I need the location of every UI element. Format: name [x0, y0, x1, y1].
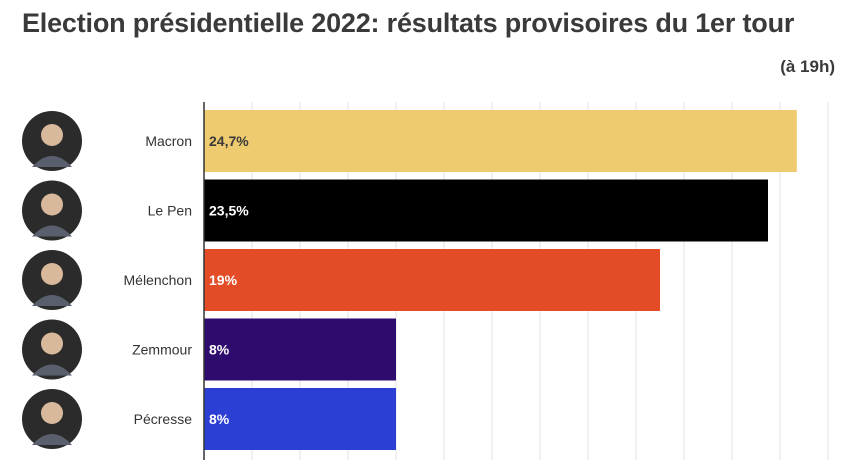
candidate-avatar-face — [41, 332, 63, 355]
bar-0 — [204, 110, 797, 172]
value-label: 23,5% — [209, 203, 249, 219]
bar-2 — [204, 249, 660, 311]
bar-3 — [204, 318, 396, 381]
category-label: Mélenchon — [124, 272, 193, 288]
candidate-avatar-face — [41, 124, 63, 146]
category-label: Pécresse — [134, 411, 193, 427]
candidate-avatar-face — [41, 402, 63, 424]
value-label: 8% — [209, 342, 230, 358]
chart-subtitle: (à 19h) — [780, 57, 835, 76]
candidate-avatar-face — [41, 263, 63, 285]
bar-4 — [204, 388, 396, 450]
candidate-avatar-shoulders — [32, 295, 72, 306]
category-label: Macron — [145, 133, 192, 149]
candidate-avatar-face — [41, 193, 63, 216]
candidate-avatar-shoulders — [32, 364, 72, 376]
category-label: Zemmour — [132, 342, 192, 358]
value-label: 19% — [209, 272, 238, 288]
candidate-avatar-shoulders — [32, 156, 72, 167]
category-label: Le Pen — [148, 203, 192, 219]
value-label: 8% — [209, 411, 230, 427]
bar-1 — [204, 179, 768, 242]
value-label: 24,7% — [209, 133, 249, 149]
chart-title: Election présidentielle 2022: résultats … — [22, 8, 795, 38]
candidate-avatar-shoulders — [32, 434, 72, 445]
candidate-avatar-shoulders — [32, 225, 72, 237]
